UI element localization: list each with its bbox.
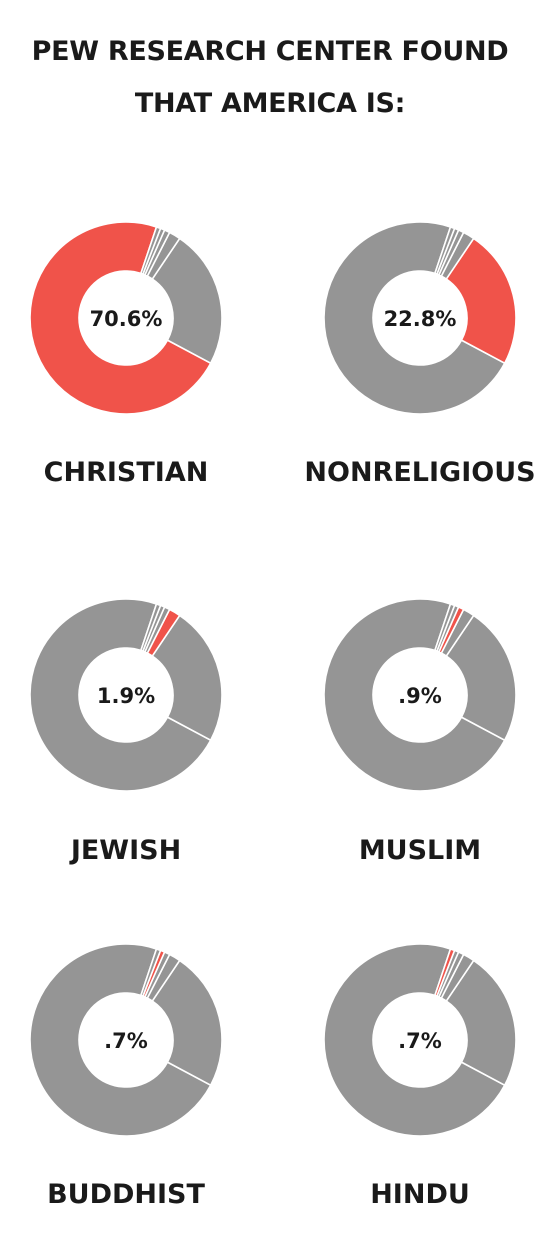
donut-chart-hindu: .7% HINDU [324, 944, 516, 1210]
donut-chart-christian: 70.6% CHRISTIAN [30, 222, 222, 488]
center-label-nonreligious: 22.8% [384, 307, 457, 331]
center-label-buddhist: .7% [104, 1029, 148, 1053]
donut-chart-buddhist: .7% BUDDHIST [30, 944, 222, 1210]
category-label-jewish: JEWISH [69, 835, 181, 866]
donut-chart-nonreligious: 22.8% NONRELIGIOUS [304, 222, 535, 488]
category-label-nonreligious: NONRELIGIOUS [304, 457, 535, 488]
center-label-hindu: .7% [398, 1029, 442, 1053]
center-label-muslim: .9% [398, 684, 442, 708]
category-label-hindu: HINDU [370, 1179, 470, 1210]
center-label-jewish: 1.9% [97, 684, 155, 708]
category-label-buddhist: BUDDHIST [47, 1179, 205, 1210]
donut-chart-muslim: .9% MUSLIM [324, 599, 516, 866]
donut-chart-jewish: 1.9% JEWISH [30, 599, 222, 866]
category-label-christian: CHRISTIAN [44, 457, 209, 488]
center-label-christian: 70.6% [90, 307, 163, 331]
category-label-muslim: MUSLIM [359, 835, 481, 866]
